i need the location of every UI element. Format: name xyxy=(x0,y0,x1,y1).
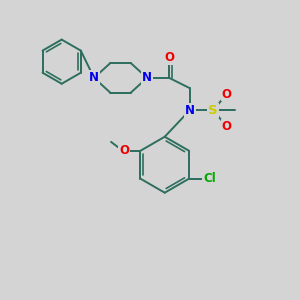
Text: N: N xyxy=(142,71,152,84)
Text: O: O xyxy=(222,88,232,100)
Text: Cl: Cl xyxy=(203,172,216,185)
Text: N: N xyxy=(89,71,99,84)
Text: S: S xyxy=(208,104,218,117)
Text: O: O xyxy=(222,120,232,133)
Text: N: N xyxy=(185,104,195,117)
Text: O: O xyxy=(164,51,174,64)
Text: O: O xyxy=(119,144,129,157)
